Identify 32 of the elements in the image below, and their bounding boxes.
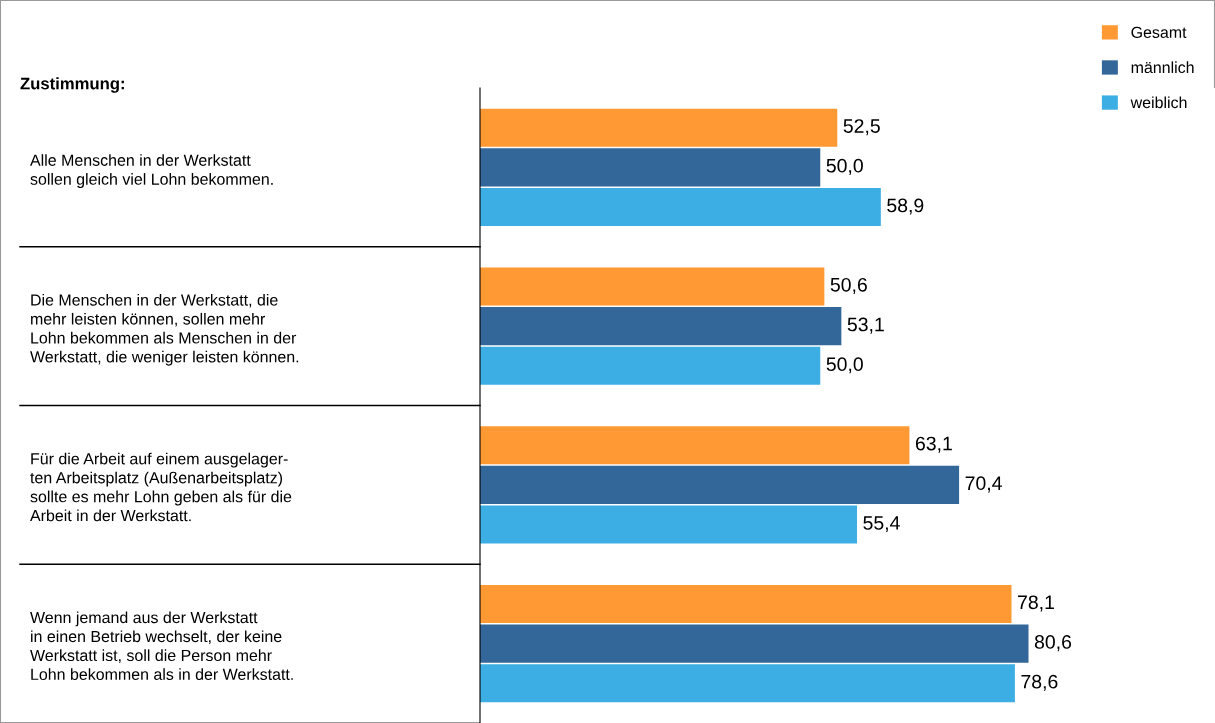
legend-label: männlich xyxy=(1131,61,1194,74)
bar xyxy=(480,148,821,187)
y-tick-label: Die Menschen in der Werkstatt, die mehr leisten können, sollen mehr Lohn bekommen als Menschen in der Werkstatt, die weniger leisten können. xyxy=(30,293,299,366)
bar xyxy=(480,426,910,465)
data-label: 50,0 xyxy=(826,158,863,175)
bar xyxy=(480,108,838,147)
bar xyxy=(480,267,825,306)
text: Zustimmung: xyxy=(20,77,124,93)
bar xyxy=(480,505,858,544)
bar xyxy=(480,346,821,385)
data-label: 70,4 xyxy=(965,476,1002,493)
y-tick-label: Alle Menschen in der Werkstatt sollen gleich viel Lohn bekommen. xyxy=(30,154,273,188)
bar xyxy=(480,307,842,346)
data-label: 80,6 xyxy=(1034,635,1072,652)
bar xyxy=(480,465,960,504)
data-label: 78,1 xyxy=(1018,595,1054,612)
data-label: 53,1 xyxy=(847,317,884,334)
bar xyxy=(480,624,1029,663)
data-label: 78,6 xyxy=(1021,674,1058,691)
legend-label: Gesamt xyxy=(1131,26,1187,38)
y-tick-label: Wenn jemand aus der Werkstatt in einen Betrieb wechselt, der keine Werkstatt ist, soll die Person mehr Lohn bekommen als in der Werkstatt. xyxy=(30,611,293,681)
data-label: 58,9 xyxy=(887,198,924,215)
bar xyxy=(480,664,1015,703)
data-label: 55,4 xyxy=(863,516,900,533)
data-label: 50,0 xyxy=(826,357,863,374)
data-label: 50,6 xyxy=(830,277,867,294)
data-label: 52,5 xyxy=(843,119,880,136)
bar xyxy=(480,188,881,227)
bar xyxy=(480,584,1012,623)
data-label: 63,1 xyxy=(915,436,952,453)
y-tick-label: Für die Arbeit auf einem ausgelager- ten Arbeitsplatz (Außenarbeitsplatz) sollte es mehr Lohn geben als für die Arbeit in der Werkstatt. xyxy=(30,452,292,522)
legend-label: weiblich xyxy=(1130,96,1187,109)
